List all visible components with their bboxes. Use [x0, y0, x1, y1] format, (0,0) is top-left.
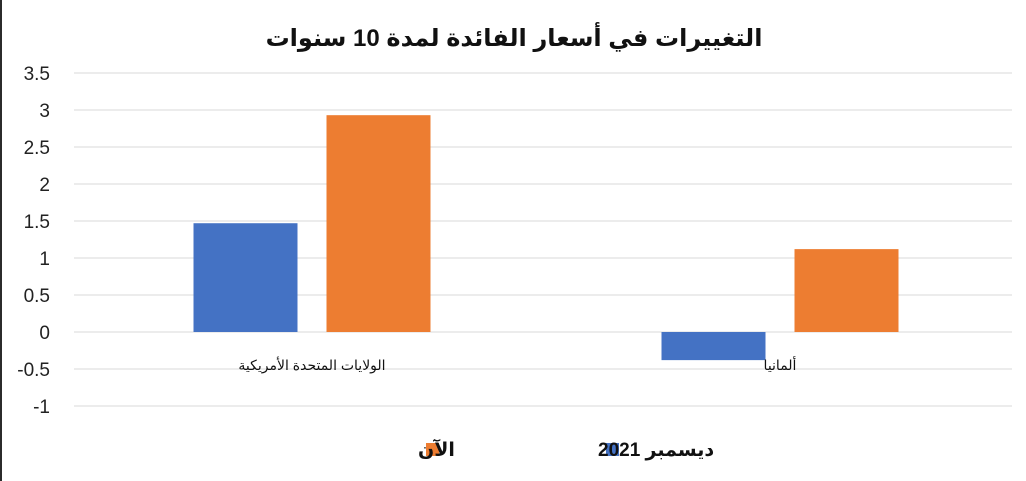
- bars: [193, 115, 899, 361]
- legend-label: ديسمبر 2021: [598, 440, 714, 461]
- legend: ديسمبر 2021 الآن: [418, 438, 714, 461]
- chart-title: التغييرات في أسعار الفائدة لمدة 10 سنوات: [266, 22, 763, 52]
- y-tick-label: 0.5: [24, 286, 50, 307]
- legend-label: الآن: [418, 438, 455, 461]
- y-tick-label: 2: [39, 175, 50, 196]
- category-labels: الولايات المتحدة الأمريكية ألمانيا: [238, 356, 796, 374]
- y-axis-tick-labels: 3.5 3 2.5 2 1.5 1 0.5 0 -0.5 -1: [17, 64, 50, 418]
- category-label: ألمانيا: [764, 356, 797, 373]
- category-label: الولايات المتحدة الأمريكية: [238, 356, 385, 374]
- bar-series-1-category-1: [794, 249, 899, 332]
- bar-series-1-category-0: [326, 115, 431, 333]
- legend-swatch: [426, 443, 439, 456]
- y-tick-label: 0: [39, 323, 50, 344]
- bar-series-0-category-0: [193, 223, 298, 332]
- legend-swatch: [606, 443, 619, 456]
- y-tick-label: -0.5: [17, 360, 50, 381]
- y-tick-label: -1: [33, 397, 50, 418]
- y-tick-label: 1: [39, 249, 50, 270]
- y-tick-label: 1.5: [24, 212, 50, 233]
- bar-series-0-category-1: [661, 332, 766, 361]
- y-tick-label: 3: [39, 101, 50, 122]
- y-tick-label: 2.5: [24, 138, 50, 159]
- y-tick-label: 3.5: [24, 64, 50, 85]
